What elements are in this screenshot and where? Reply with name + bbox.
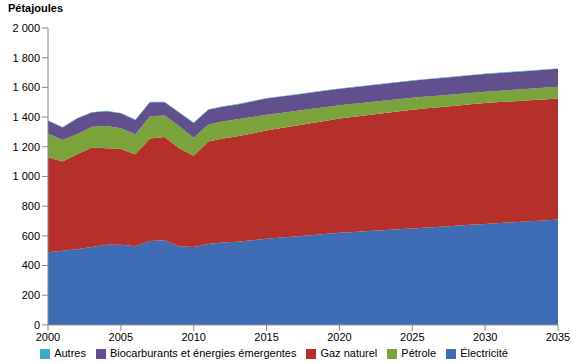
html-text:Autres: Autres — [54, 346, 86, 359]
svg-text:1 400: 1 400 — [12, 111, 40, 123]
html-text:Biocarburants et énergies émer: Biocarburants et énergies émergentes — [109, 346, 297, 359]
svg-text:2010: 2010 — [181, 331, 205, 343]
svg-text:200: 200 — [22, 289, 40, 301]
svg-text:1 200: 1 200 — [12, 141, 40, 153]
svg-text:1 600: 1 600 — [12, 81, 40, 93]
svg-text:0: 0 — [34, 319, 40, 331]
svg-text:2030: 2030 — [473, 331, 497, 343]
svg-text:2025: 2025 — [400, 331, 424, 343]
html-text:Pétrole: Pétrole — [401, 346, 437, 359]
svg-text:1 000: 1 000 — [12, 170, 40, 182]
svg-text:1 800: 1 800 — [12, 52, 40, 64]
svg-text:2000: 2000 — [36, 331, 60, 343]
svg-text:2035: 2035 — [546, 331, 570, 343]
svg-text:2020: 2020 — [327, 331, 351, 343]
svg-text:600: 600 — [22, 230, 40, 242]
html-text:Électricité: Électricité — [460, 346, 508, 359]
svg-text:2015: 2015 — [254, 331, 278, 343]
html-text:Pétajoules: Pétajoules — [8, 2, 63, 14]
svg-text:400: 400 — [22, 259, 40, 271]
svg-text:2 000: 2 000 — [12, 22, 40, 34]
html-text:Gaz naturel: Gaz naturel — [320, 346, 378, 359]
svg-text:2005: 2005 — [109, 331, 133, 343]
svg-text:800: 800 — [22, 200, 40, 212]
